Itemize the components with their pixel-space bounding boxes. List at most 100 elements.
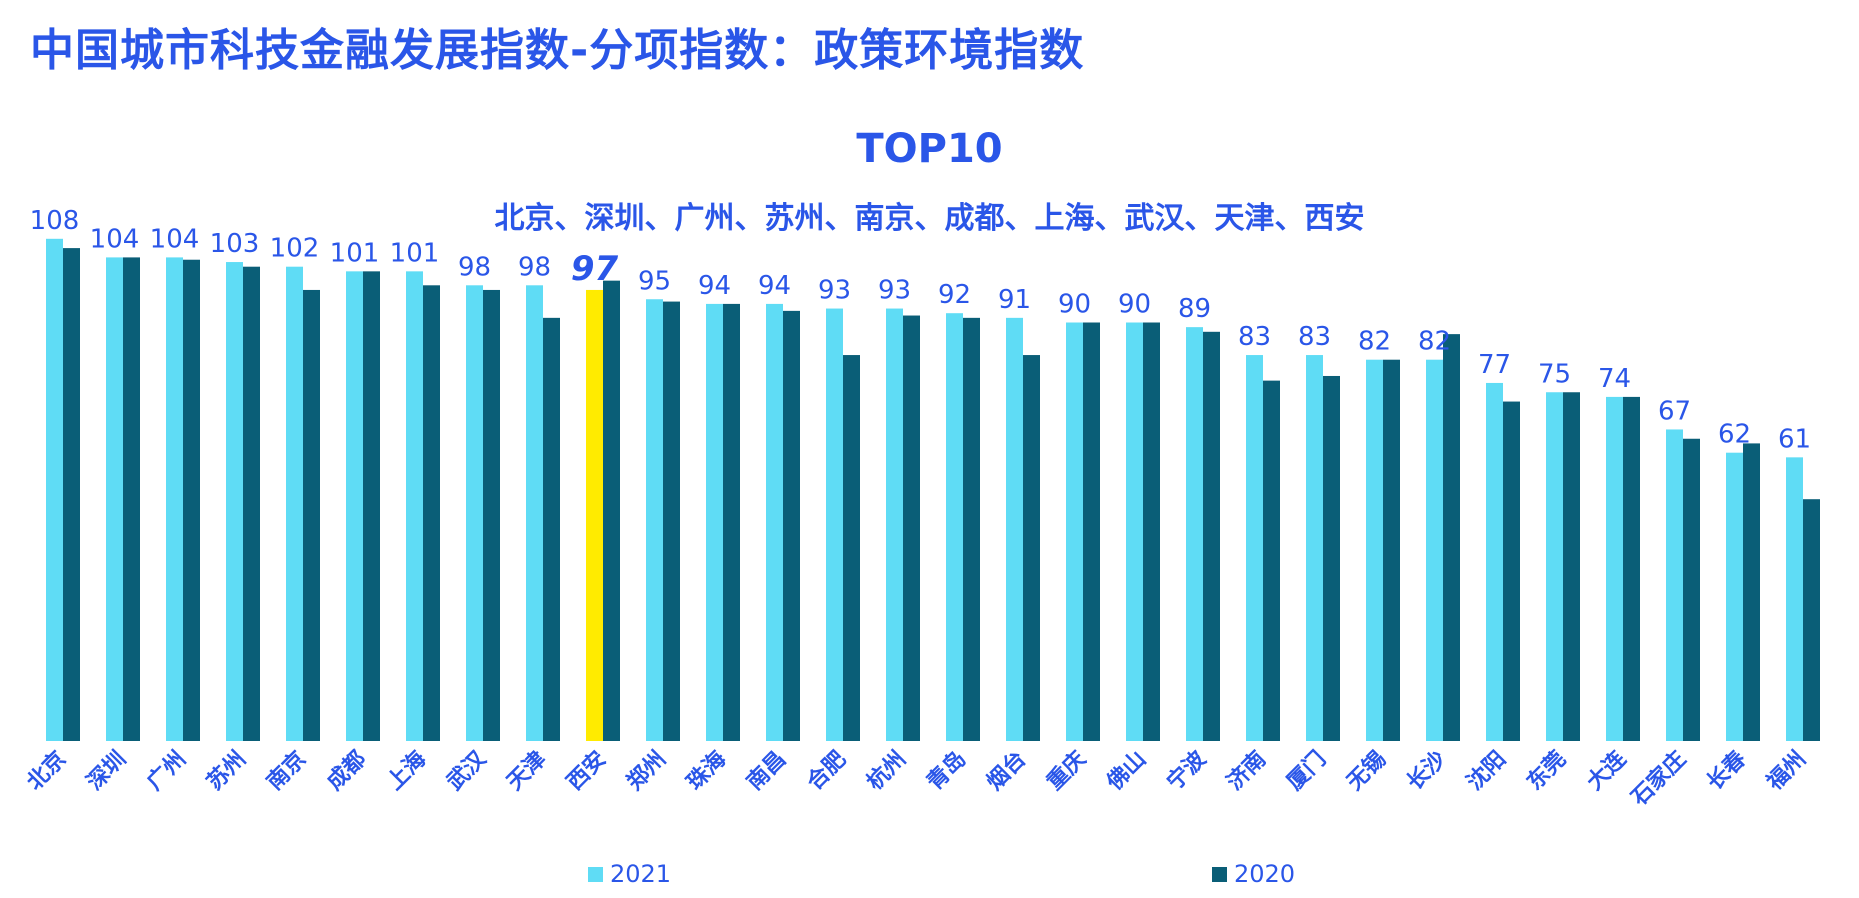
bar-2020-15 xyxy=(963,317,980,741)
bar-2021-19 xyxy=(1186,327,1203,741)
data-label-2021-26: 74 xyxy=(1598,364,1631,394)
bar-2020-24 xyxy=(1503,401,1520,741)
bar-2021-25 xyxy=(1546,392,1563,741)
bar-2020-3 xyxy=(243,266,260,741)
bar-2020-27 xyxy=(1683,438,1700,741)
x-tick-label-6: 上海 xyxy=(382,746,432,796)
data-label-2021-5: 101 xyxy=(330,238,380,268)
legend-label-2020: 2020 xyxy=(1234,860,1296,888)
top10-city-list: 北京、深圳、广州、苏州、南京、成都、上海、武汉、天津、西安 xyxy=(494,201,1365,236)
x-tick-label-8: 天津 xyxy=(502,746,552,796)
x-tick-label-17: 重庆 xyxy=(1042,746,1092,796)
bar-2021-5 xyxy=(346,271,363,741)
bar-2020-22 xyxy=(1383,359,1400,741)
x-tick-label-3: 苏州 xyxy=(202,746,252,796)
data-label-2021-21: 83 xyxy=(1298,322,1331,352)
top10-heading: TOP10 xyxy=(856,126,1003,172)
bar-2021-20 xyxy=(1246,355,1263,741)
data-label-2021-0: 108 xyxy=(30,206,80,236)
bar-2021-21 xyxy=(1306,355,1323,741)
x-tick-label-23: 长沙 xyxy=(1402,747,1451,796)
data-label-2021-28: 62 xyxy=(1718,420,1751,450)
bar-2020-5 xyxy=(363,271,380,741)
bar-2021-7 xyxy=(466,285,483,741)
data-label-2021-17: 90 xyxy=(1058,290,1091,320)
data-label-2021-2: 104 xyxy=(150,224,200,254)
x-tick-label-28: 长春 xyxy=(1702,747,1751,796)
data-label-2021-23: 82 xyxy=(1418,327,1451,357)
legend-label-2021: 2021 xyxy=(610,860,672,888)
data-label-2021-18: 90 xyxy=(1118,290,1151,320)
bar-2020-20 xyxy=(1263,380,1280,741)
legend-item-2021: 2021 xyxy=(588,860,671,888)
x-tick-label-0: 北京 xyxy=(22,746,72,796)
x-tick-label-1: 深圳 xyxy=(82,747,131,796)
bar-2020-6 xyxy=(423,285,440,741)
bar-2020-19 xyxy=(1203,331,1220,741)
data-label-2021-14: 93 xyxy=(878,276,911,306)
bar-2020-10 xyxy=(663,301,680,741)
x-tick-label-5: 成都 xyxy=(322,747,371,796)
x-tick-label-18: 佛山 xyxy=(1102,747,1152,797)
data-label-2021-3: 103 xyxy=(210,229,260,259)
bar-2021-10 xyxy=(646,299,663,741)
bar-2021-6 xyxy=(406,271,423,741)
bar-2021-1 xyxy=(106,257,123,741)
data-label-2021-22: 82 xyxy=(1358,327,1391,357)
bar-2021-4 xyxy=(286,266,303,741)
data-label-2021-16: 91 xyxy=(998,285,1031,315)
x-tick-label-2: 广州 xyxy=(142,746,192,796)
bar-2021-8 xyxy=(526,285,543,741)
data-label-2021-29: 61 xyxy=(1778,424,1811,454)
data-label-2021-15: 92 xyxy=(938,280,971,310)
bar-2021-22 xyxy=(1366,359,1383,741)
bar-2021-3 xyxy=(226,262,243,741)
data-label-2021-13: 93 xyxy=(818,276,851,306)
bar-2020-9 xyxy=(603,280,620,741)
data-label-2021-4: 102 xyxy=(270,234,320,264)
x-tick-label-16: 烟台 xyxy=(982,746,1032,796)
x-tick-label-29: 福州 xyxy=(1762,747,1812,797)
bar-2020-29 xyxy=(1803,499,1820,741)
bar-2020-16 xyxy=(1023,355,1040,741)
bar-2020-2 xyxy=(183,259,200,741)
legend-swatch-2021 xyxy=(588,866,603,882)
data-label-2021-10: 95 xyxy=(638,266,671,296)
bar-2021-12 xyxy=(766,303,783,741)
bar-2020-1 xyxy=(123,257,140,741)
data-label-2021-25: 75 xyxy=(1538,359,1571,389)
x-tick-label-25: 东莞 xyxy=(1522,746,1572,796)
bar-2020-11 xyxy=(723,303,740,741)
bar-2021-27 xyxy=(1666,429,1683,741)
bar-2021-2 xyxy=(166,257,183,741)
x-tick-label-20: 济南 xyxy=(1222,746,1272,796)
bar-2021-17 xyxy=(1066,322,1083,741)
bar-2021-23 xyxy=(1426,359,1443,741)
bar-2020-28 xyxy=(1743,443,1760,741)
x-tick-label-9: 西安 xyxy=(562,746,612,796)
data-label-2021-1: 104 xyxy=(90,224,140,254)
x-tick-label-7: 武汉 xyxy=(442,746,491,795)
x-tick-label-22: 无锡 xyxy=(1342,747,1391,796)
legend-item-2020: 2020 xyxy=(1212,860,1295,888)
legend-swatch-2020 xyxy=(1212,866,1227,882)
data-label-2021-24: 77 xyxy=(1478,350,1511,380)
data-label-2021-6: 101 xyxy=(390,238,440,268)
bar-2020-0 xyxy=(63,248,80,741)
bar-2021-24 xyxy=(1486,382,1503,741)
bar-2021-14 xyxy=(886,308,903,741)
data-label-2021-11: 94 xyxy=(698,271,731,301)
bar-2021-29 xyxy=(1786,457,1803,741)
bar-2020-13 xyxy=(843,355,860,741)
data-label-2021-27: 67 xyxy=(1658,396,1691,426)
page-title: 中国城市科技金融发展指数-分项指数：政策环境指数 xyxy=(30,25,1085,76)
bar-2021-11 xyxy=(706,303,723,741)
x-tick-label-10: 郑州 xyxy=(622,747,671,796)
bar-2020-7 xyxy=(483,289,500,741)
x-tick-label-19: 宁波 xyxy=(1162,745,1212,795)
x-tick-label-21: 厦门 xyxy=(1282,746,1332,796)
bar-2020-23 xyxy=(1443,334,1460,741)
data-label-2021-7: 98 xyxy=(458,252,491,282)
bar-2021-16 xyxy=(1006,317,1023,741)
